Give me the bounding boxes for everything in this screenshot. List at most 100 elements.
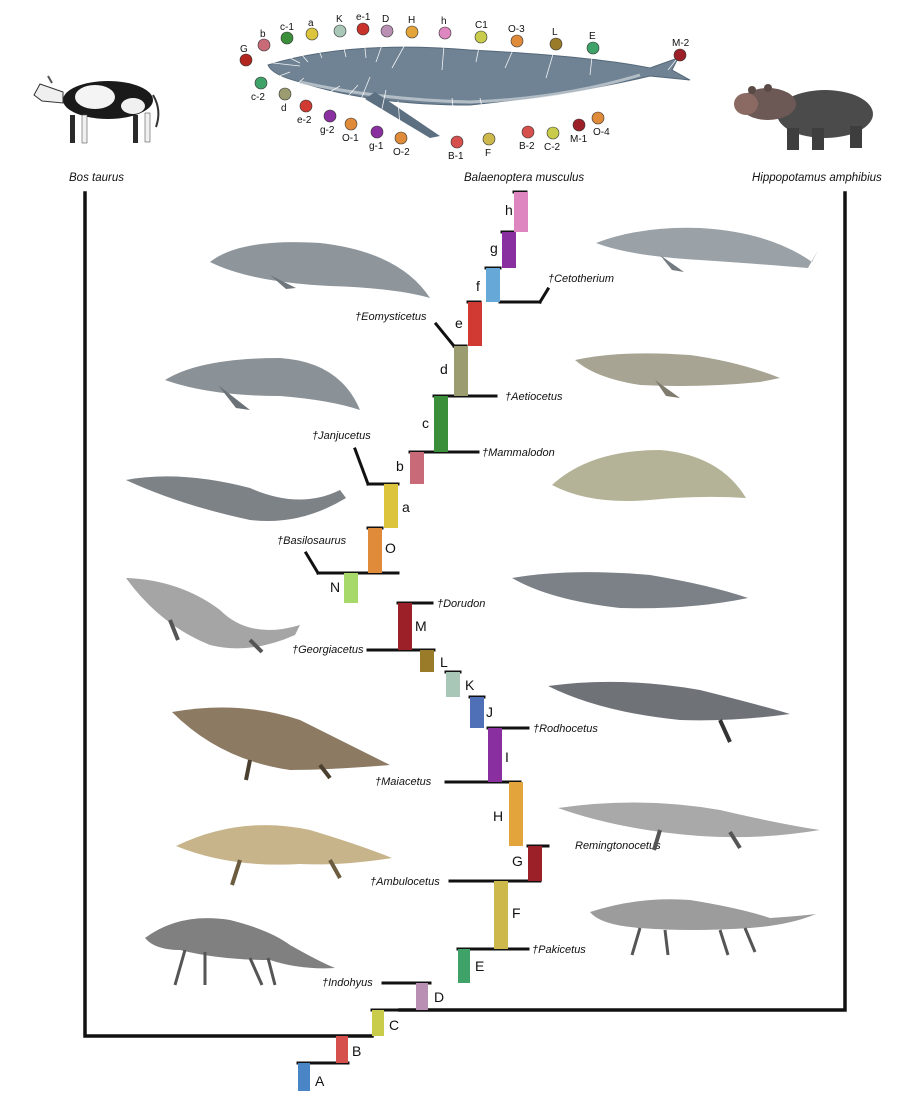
step-label: J: [486, 704, 493, 720]
step-bar-h: [514, 192, 528, 232]
whale-illustration-left-2: [165, 358, 360, 410]
step-labels: A B C D E F G H I J K L M N O a b c d e …: [315, 202, 523, 1089]
step-label: N: [330, 579, 340, 595]
whale-illustration-right-2: [575, 353, 780, 398]
archaeocete-illustration-left-6: [176, 825, 392, 886]
marker-dot: [572, 118, 586, 132]
marker-label: C-2: [544, 142, 561, 153]
hippo-illustration: [734, 84, 873, 150]
step-bar-c: [434, 396, 448, 452]
marker-label: g-1: [369, 141, 384, 152]
marker-label: H: [408, 15, 415, 26]
marker-label: e-1: [356, 12, 371, 23]
step-bar-g: [502, 232, 516, 268]
species-label-hippopotamus-amphibius: Hippopotamus amphibius: [752, 172, 882, 184]
step-label: D: [434, 989, 444, 1005]
whale-illustration-right-1: [596, 227, 818, 272]
marker-label: M-1: [570, 134, 588, 145]
step-label: B: [352, 1043, 361, 1059]
whale-markers: [239, 22, 687, 149]
artiodactyl-illustration-left-7: [145, 918, 335, 986]
marker-dot: [673, 48, 687, 62]
whale-illustration-left-1: [210, 242, 430, 298]
taxon-label-rodhocetus: †Rodhocetus: [533, 723, 598, 735]
step-label: E: [475, 958, 484, 974]
marker-label: e-2: [297, 115, 312, 126]
marker-label: h: [441, 16, 447, 27]
taxon-label-remingtonocetus: Remingtonocetus: [575, 840, 661, 852]
taxon-label-cetotherium: †Cetotherium: [548, 273, 614, 285]
marker-label: G: [240, 44, 248, 55]
step-label: L: [440, 654, 448, 670]
marker-label: E: [589, 31, 596, 42]
marker-label: g-2: [320, 125, 335, 136]
marker-label: b: [260, 29, 266, 40]
whale-illustration-left-3: [126, 476, 346, 522]
step-bar-M: [398, 603, 412, 650]
step-bar-F: [494, 881, 508, 949]
step-bar-K: [446, 672, 460, 697]
marker-dot: [239, 53, 253, 67]
taxon-label-janjucetus: †Janjucetus: [312, 430, 371, 442]
step-bar-b: [410, 452, 424, 484]
step-label: F: [512, 905, 521, 921]
step-label: C: [389, 1017, 399, 1033]
marker-dot: [278, 87, 292, 101]
step-label: A: [315, 1073, 325, 1089]
marker-dot: [380, 24, 394, 38]
marker-dot: [405, 25, 419, 39]
marker-label: O-4: [593, 127, 610, 138]
marker-label: c-1: [280, 22, 294, 33]
whale-illustration-right-3: [552, 450, 746, 501]
marker-dot: [305, 27, 319, 41]
step-bar-e: [468, 302, 482, 346]
step-bar-H: [509, 782, 523, 846]
step-bar-I: [488, 728, 502, 782]
marker-dot: [257, 38, 271, 52]
marker-label: a: [308, 18, 314, 29]
taxon-label-pakicetus: †Pakicetus: [532, 944, 586, 956]
marker-dot: [438, 26, 452, 40]
marker-dot: [356, 22, 370, 36]
taxon-label-ambulocetus: †Ambulocetus: [370, 876, 440, 888]
marker-label: D: [382, 14, 389, 25]
archaeocete-illustration-left-5: [172, 707, 390, 781]
marker-label: B-2: [519, 141, 535, 152]
marker-label: F: [485, 148, 491, 159]
step-bar-A: [298, 1063, 310, 1091]
step-bar-B: [336, 1036, 348, 1063]
fossil-branches: [303, 286, 551, 985]
marker-dot: [546, 126, 560, 140]
taxon-label-mammalodon: †Mammalodon: [482, 447, 555, 459]
marker-dot: [450, 135, 464, 149]
taxon-label-eomysticetus: †Eomysticetus: [355, 311, 427, 323]
marker-dot: [521, 125, 535, 139]
step-bars: [298, 192, 542, 1091]
taxon-label-basilosaurus: †Basilosaurus: [277, 535, 347, 547]
step-bar-J: [470, 697, 484, 728]
marker-dot: [299, 99, 313, 113]
step-bar-L: [420, 650, 434, 672]
species-label-balaenoptera-musculus: Balaenoptera musculus: [464, 172, 584, 184]
step-bar-D: [416, 983, 428, 1010]
cow-illustration: [33, 75, 160, 144]
animal-illustrations: [126, 227, 820, 986]
archaeocete-illustration-right-5: [548, 681, 790, 743]
step-bar-N: [344, 573, 358, 603]
marker-dot: [591, 111, 605, 125]
step-label: M: [415, 618, 427, 634]
marker-label: O-3: [508, 24, 525, 35]
marker-label: M-2: [672, 38, 690, 49]
step-bar-C: [372, 1010, 384, 1036]
taxon-label-georgiacetus: †Georgiacetus: [292, 644, 364, 656]
marker-label: O-2: [393, 147, 410, 158]
step-bar-E: [458, 949, 470, 983]
marker-dot: [586, 41, 600, 55]
marker-dot: [549, 37, 563, 51]
marker-dot: [254, 76, 268, 90]
step-bar-f: [486, 268, 500, 302]
step-label: f: [476, 278, 480, 294]
marker-dot: [482, 132, 496, 146]
marker-label: c-2: [251, 92, 265, 103]
